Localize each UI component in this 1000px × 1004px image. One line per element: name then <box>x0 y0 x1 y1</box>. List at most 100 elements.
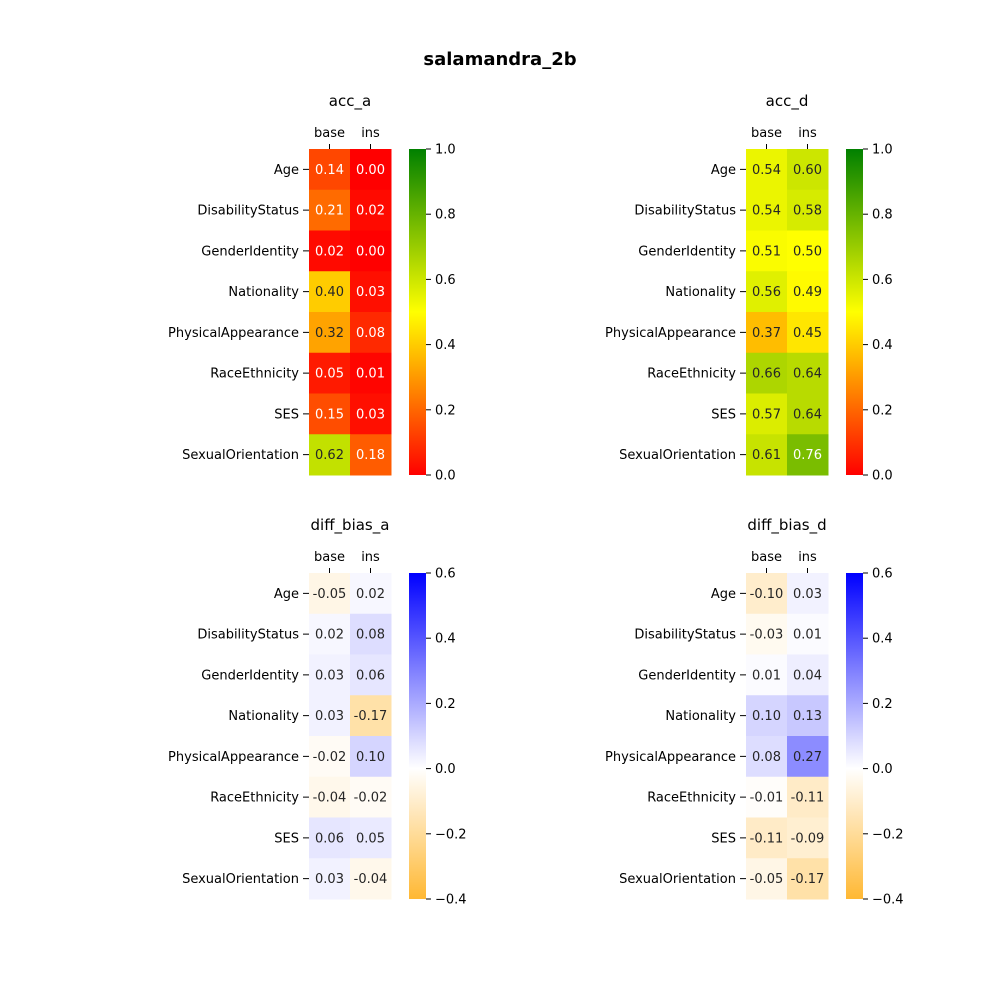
row-label: SES <box>274 407 299 422</box>
cell-value-label: 0.64 <box>793 367 822 382</box>
cell-value-label: 0.04 <box>793 668 822 683</box>
colorbar-tick-label: −0.4 <box>435 893 467 908</box>
heatmap-cell <box>309 613 351 655</box>
cell-value-label: 0.08 <box>356 628 385 643</box>
column-label: ins <box>361 550 380 565</box>
cell-value-label: -0.03 <box>750 628 784 643</box>
cell-value-label: 0.51 <box>752 244 781 259</box>
row-label: SES <box>711 407 736 422</box>
row-label: SexualOrientation <box>182 448 299 463</box>
colorbar-tick-label: 0.4 <box>435 632 456 647</box>
heatmap-cell <box>309 352 351 394</box>
heatmap-cell <box>746 817 788 859</box>
heatmap-cell <box>309 573 351 615</box>
column-label: ins <box>361 126 380 141</box>
cell-value-label: 0.02 <box>315 628 344 643</box>
row-label: PhysicalAppearance <box>605 326 736 341</box>
row-label: SexualOrientation <box>182 872 299 887</box>
row-label: Nationality <box>665 709 736 724</box>
cell-value-label: 0.03 <box>315 709 344 724</box>
cell-value-label: 0.60 <box>793 163 822 178</box>
heatmap-cell <box>746 149 788 191</box>
column-label: base <box>751 126 782 141</box>
cell-value-label: 0.61 <box>752 448 781 463</box>
row-label: DisabilityStatus <box>197 204 299 219</box>
panel-title: diff_bias_a <box>311 516 390 535</box>
cell-value-label: 0.03 <box>315 872 344 887</box>
heatmap-cell <box>309 695 351 737</box>
cell-value-label: -0.17 <box>354 709 388 724</box>
heatmap-cell <box>350 776 392 818</box>
cell-value-label: 0.54 <box>752 163 781 178</box>
colorbar-tick-label: 0.4 <box>872 632 893 647</box>
colorbar-tick-label: 0.8 <box>872 208 893 223</box>
heatmap-cell <box>350 312 392 354</box>
colorbar <box>409 149 426 475</box>
cell-value-label: 0.06 <box>315 831 344 846</box>
colorbar-tick-label: 0.2 <box>872 403 893 418</box>
column-label: base <box>751 550 782 565</box>
column-label: base <box>314 550 345 565</box>
row-label: RaceEthnicity <box>210 791 299 806</box>
cell-value-label: 0.06 <box>356 668 385 683</box>
cell-value-label: 0.56 <box>752 285 781 300</box>
row-label: PhysicalAppearance <box>168 326 299 341</box>
colorbar-tick-label: 0.0 <box>872 469 893 484</box>
row-label: Age <box>711 587 736 602</box>
colorbar <box>846 149 863 475</box>
heatmap-cell <box>350 434 392 476</box>
row-label: DisabilityStatus <box>634 628 736 643</box>
heatmap-cell <box>309 654 351 696</box>
panel-title: acc_a <box>329 92 371 111</box>
row-label: GenderIdentity <box>638 668 736 683</box>
colorbar-tick-label: 0.4 <box>435 338 456 353</box>
cell-value-label: 0.05 <box>356 831 385 846</box>
heatmap-cell <box>787 573 829 615</box>
heatmap-cell <box>350 189 392 231</box>
cell-value-label: 0.76 <box>793 448 822 463</box>
heatmap-cell <box>746 776 788 818</box>
heatmap-cell <box>309 271 351 313</box>
cell-value-label: 0.02 <box>356 587 385 602</box>
cell-value-label: 0.18 <box>356 448 385 463</box>
heatmap-cell <box>746 352 788 394</box>
colorbar-tick-label: 0.2 <box>435 697 456 712</box>
cell-value-label: 0.02 <box>315 244 344 259</box>
cell-value-label: 0.01 <box>752 668 781 683</box>
panel-title: acc_d <box>766 92 809 111</box>
colorbar <box>846 573 863 899</box>
cell-value-label: 0.14 <box>315 163 344 178</box>
colorbar-tick-label: 0.2 <box>872 697 893 712</box>
heatmap-cell <box>309 858 351 900</box>
row-label: Nationality <box>228 709 299 724</box>
heatmap-cell <box>746 393 788 435</box>
heatmap-cell <box>746 230 788 272</box>
cell-value-label: -0.05 <box>750 872 784 887</box>
row-label: Age <box>274 163 299 178</box>
row-label: Age <box>711 163 736 178</box>
heatmap-cell <box>350 230 392 272</box>
heatmap-cell <box>746 736 788 778</box>
heatmap-cell <box>350 695 392 737</box>
heatmap-cell <box>309 189 351 231</box>
cell-value-label: -0.05 <box>313 587 347 602</box>
heatmap-cell <box>746 613 788 655</box>
panel-title: diff_bias_d <box>747 516 826 535</box>
cell-value-label: -0.09 <box>791 831 825 846</box>
cell-value-label: 0.03 <box>356 407 385 422</box>
column-label: ins <box>798 550 817 565</box>
cell-value-label: 0.01 <box>356 367 385 382</box>
cell-value-label: 0.03 <box>793 587 822 602</box>
heatmap-cell <box>787 613 829 655</box>
colorbar-tick-label: 0.4 <box>872 338 893 353</box>
heatmap-cell <box>350 736 392 778</box>
heatmap-cell <box>350 352 392 394</box>
cell-value-label: 0.15 <box>315 407 344 422</box>
colorbar-tick-label: −0.2 <box>435 827 467 842</box>
cell-value-label: 0.03 <box>315 668 344 683</box>
cell-value-label: 0.00 <box>356 244 385 259</box>
cell-value-label: 0.05 <box>315 367 344 382</box>
cell-value-label: 0.45 <box>793 326 822 341</box>
